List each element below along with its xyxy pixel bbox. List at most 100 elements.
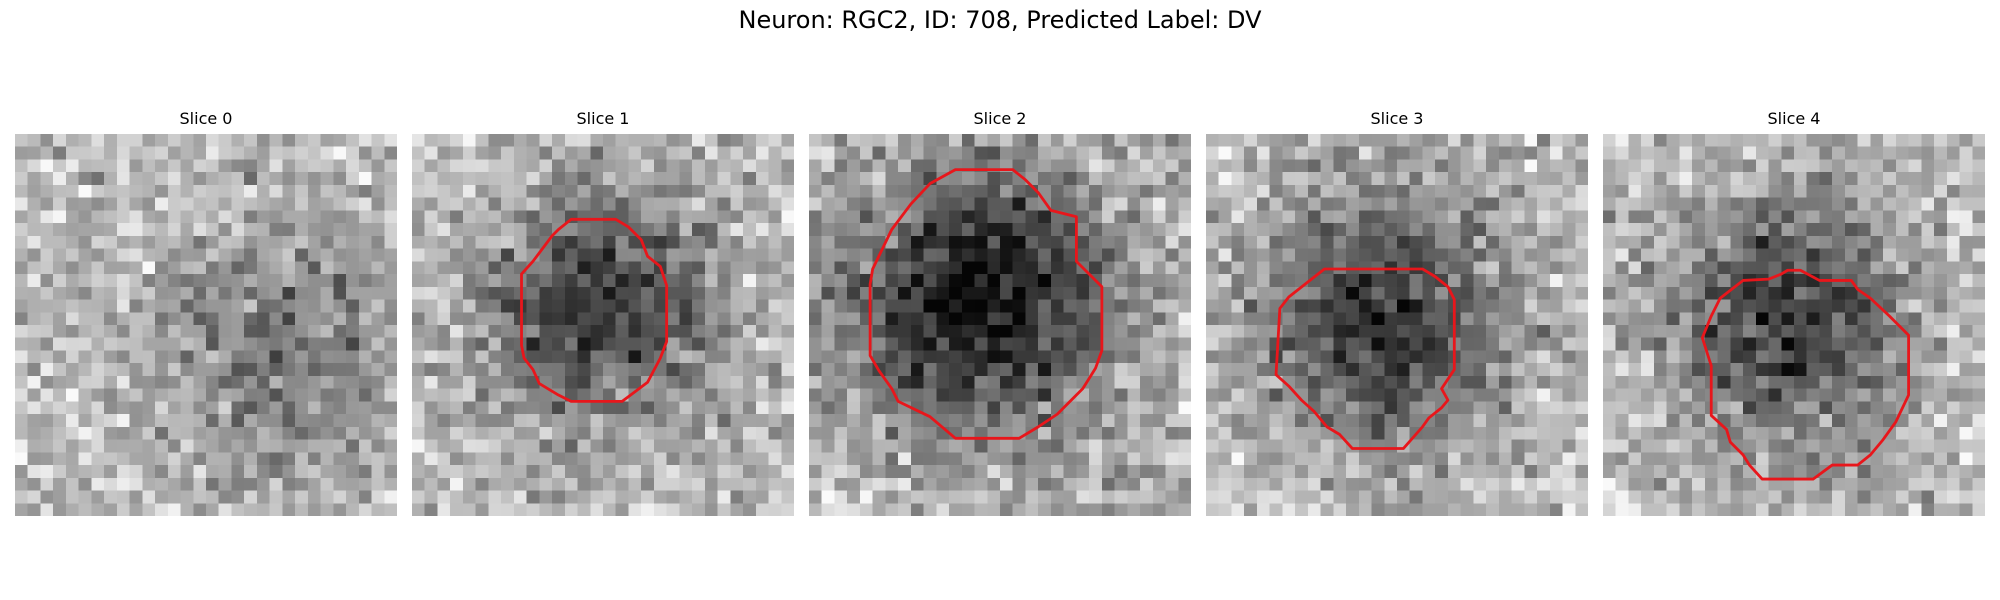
pixel (1447, 401, 1461, 415)
pixel (730, 452, 744, 466)
pixel (1231, 286, 1245, 300)
pixel (1346, 223, 1360, 237)
pixel (1050, 363, 1064, 377)
pixel (1089, 197, 1103, 211)
pixel (1152, 388, 1166, 402)
pixel (371, 312, 385, 326)
pixel (974, 184, 988, 198)
pixel (1908, 350, 1922, 364)
pixel (552, 172, 566, 186)
pixel (1346, 197, 1360, 211)
pixel (603, 325, 616, 338)
pixel (53, 210, 67, 224)
pixel (1114, 312, 1128, 326)
pixel (475, 503, 489, 516)
pixel (27, 426, 41, 440)
pixel (641, 401, 655, 415)
pixel (231, 197, 245, 211)
pixel (513, 388, 527, 402)
pixel (384, 134, 397, 147)
pixel (974, 248, 988, 262)
pixel (78, 490, 92, 504)
pixel (692, 401, 706, 415)
pixel (961, 490, 975, 504)
pixel (1870, 184, 1884, 198)
pixel (1641, 184, 1655, 198)
pixel (730, 503, 744, 516)
pixel (1934, 235, 1948, 249)
pixel (65, 274, 79, 288)
pixel (1870, 414, 1884, 428)
pixel (1679, 490, 1693, 504)
pixel (27, 146, 41, 160)
pixel (1346, 401, 1360, 415)
pixel (116, 350, 130, 364)
pixel (590, 375, 604, 389)
pixel (577, 159, 591, 173)
pixel (1870, 159, 1884, 173)
pixel (40, 426, 54, 440)
pixel (603, 401, 616, 415)
pixel (1244, 299, 1258, 313)
pixel (717, 159, 731, 173)
pixel (885, 363, 899, 377)
pixel (552, 490, 566, 504)
pixel (218, 312, 232, 326)
pixel (1256, 503, 1270, 516)
pixel (40, 159, 54, 173)
pixel (1127, 299, 1141, 313)
pixel (346, 375, 360, 389)
pixel (1794, 465, 1807, 479)
pixel (193, 172, 207, 186)
pixel (269, 325, 283, 338)
pixel (244, 503, 258, 516)
pixel (1857, 248, 1871, 262)
pixel (768, 286, 782, 300)
pixel (346, 172, 360, 186)
pixel (1844, 503, 1858, 516)
pixel (1781, 452, 1795, 466)
pixel (821, 235, 835, 249)
pixel (768, 465, 782, 479)
pixel (628, 312, 642, 326)
pixel (847, 223, 861, 237)
pixel (1165, 159, 1179, 173)
pixel (1000, 261, 1013, 275)
pixel (872, 452, 886, 466)
pixel (692, 134, 706, 147)
pixel (717, 299, 731, 313)
pixel (1908, 286, 1922, 300)
pixel (666, 325, 680, 338)
pixel (872, 477, 886, 491)
pixel (1473, 477, 1487, 491)
pixel (244, 223, 258, 237)
pixel (1857, 337, 1871, 351)
pixel (603, 197, 616, 211)
pixel (167, 274, 181, 288)
pixel (564, 401, 578, 415)
pixel (1486, 146, 1500, 160)
pixel (1012, 172, 1026, 186)
pixel (834, 274, 848, 288)
pixel (501, 439, 515, 453)
pixel (1012, 146, 1026, 160)
pixel (1384, 490, 1398, 504)
pixel (768, 184, 782, 198)
pixel (949, 325, 963, 338)
pixel (1972, 452, 1985, 466)
pixel (1206, 286, 1219, 300)
pixel (1012, 197, 1026, 211)
pixel (1435, 325, 1449, 338)
pixel (1012, 235, 1026, 249)
pixel (1114, 159, 1128, 173)
pixel (1218, 274, 1232, 288)
pixel (1641, 248, 1655, 262)
pixel (898, 477, 912, 491)
pixel (859, 426, 873, 440)
pixel (1934, 325, 1948, 338)
pixel (1371, 134, 1385, 147)
pixel (949, 375, 963, 389)
pixel (1895, 503, 1909, 516)
pixel (1946, 439, 1960, 453)
pixel (1562, 401, 1576, 415)
